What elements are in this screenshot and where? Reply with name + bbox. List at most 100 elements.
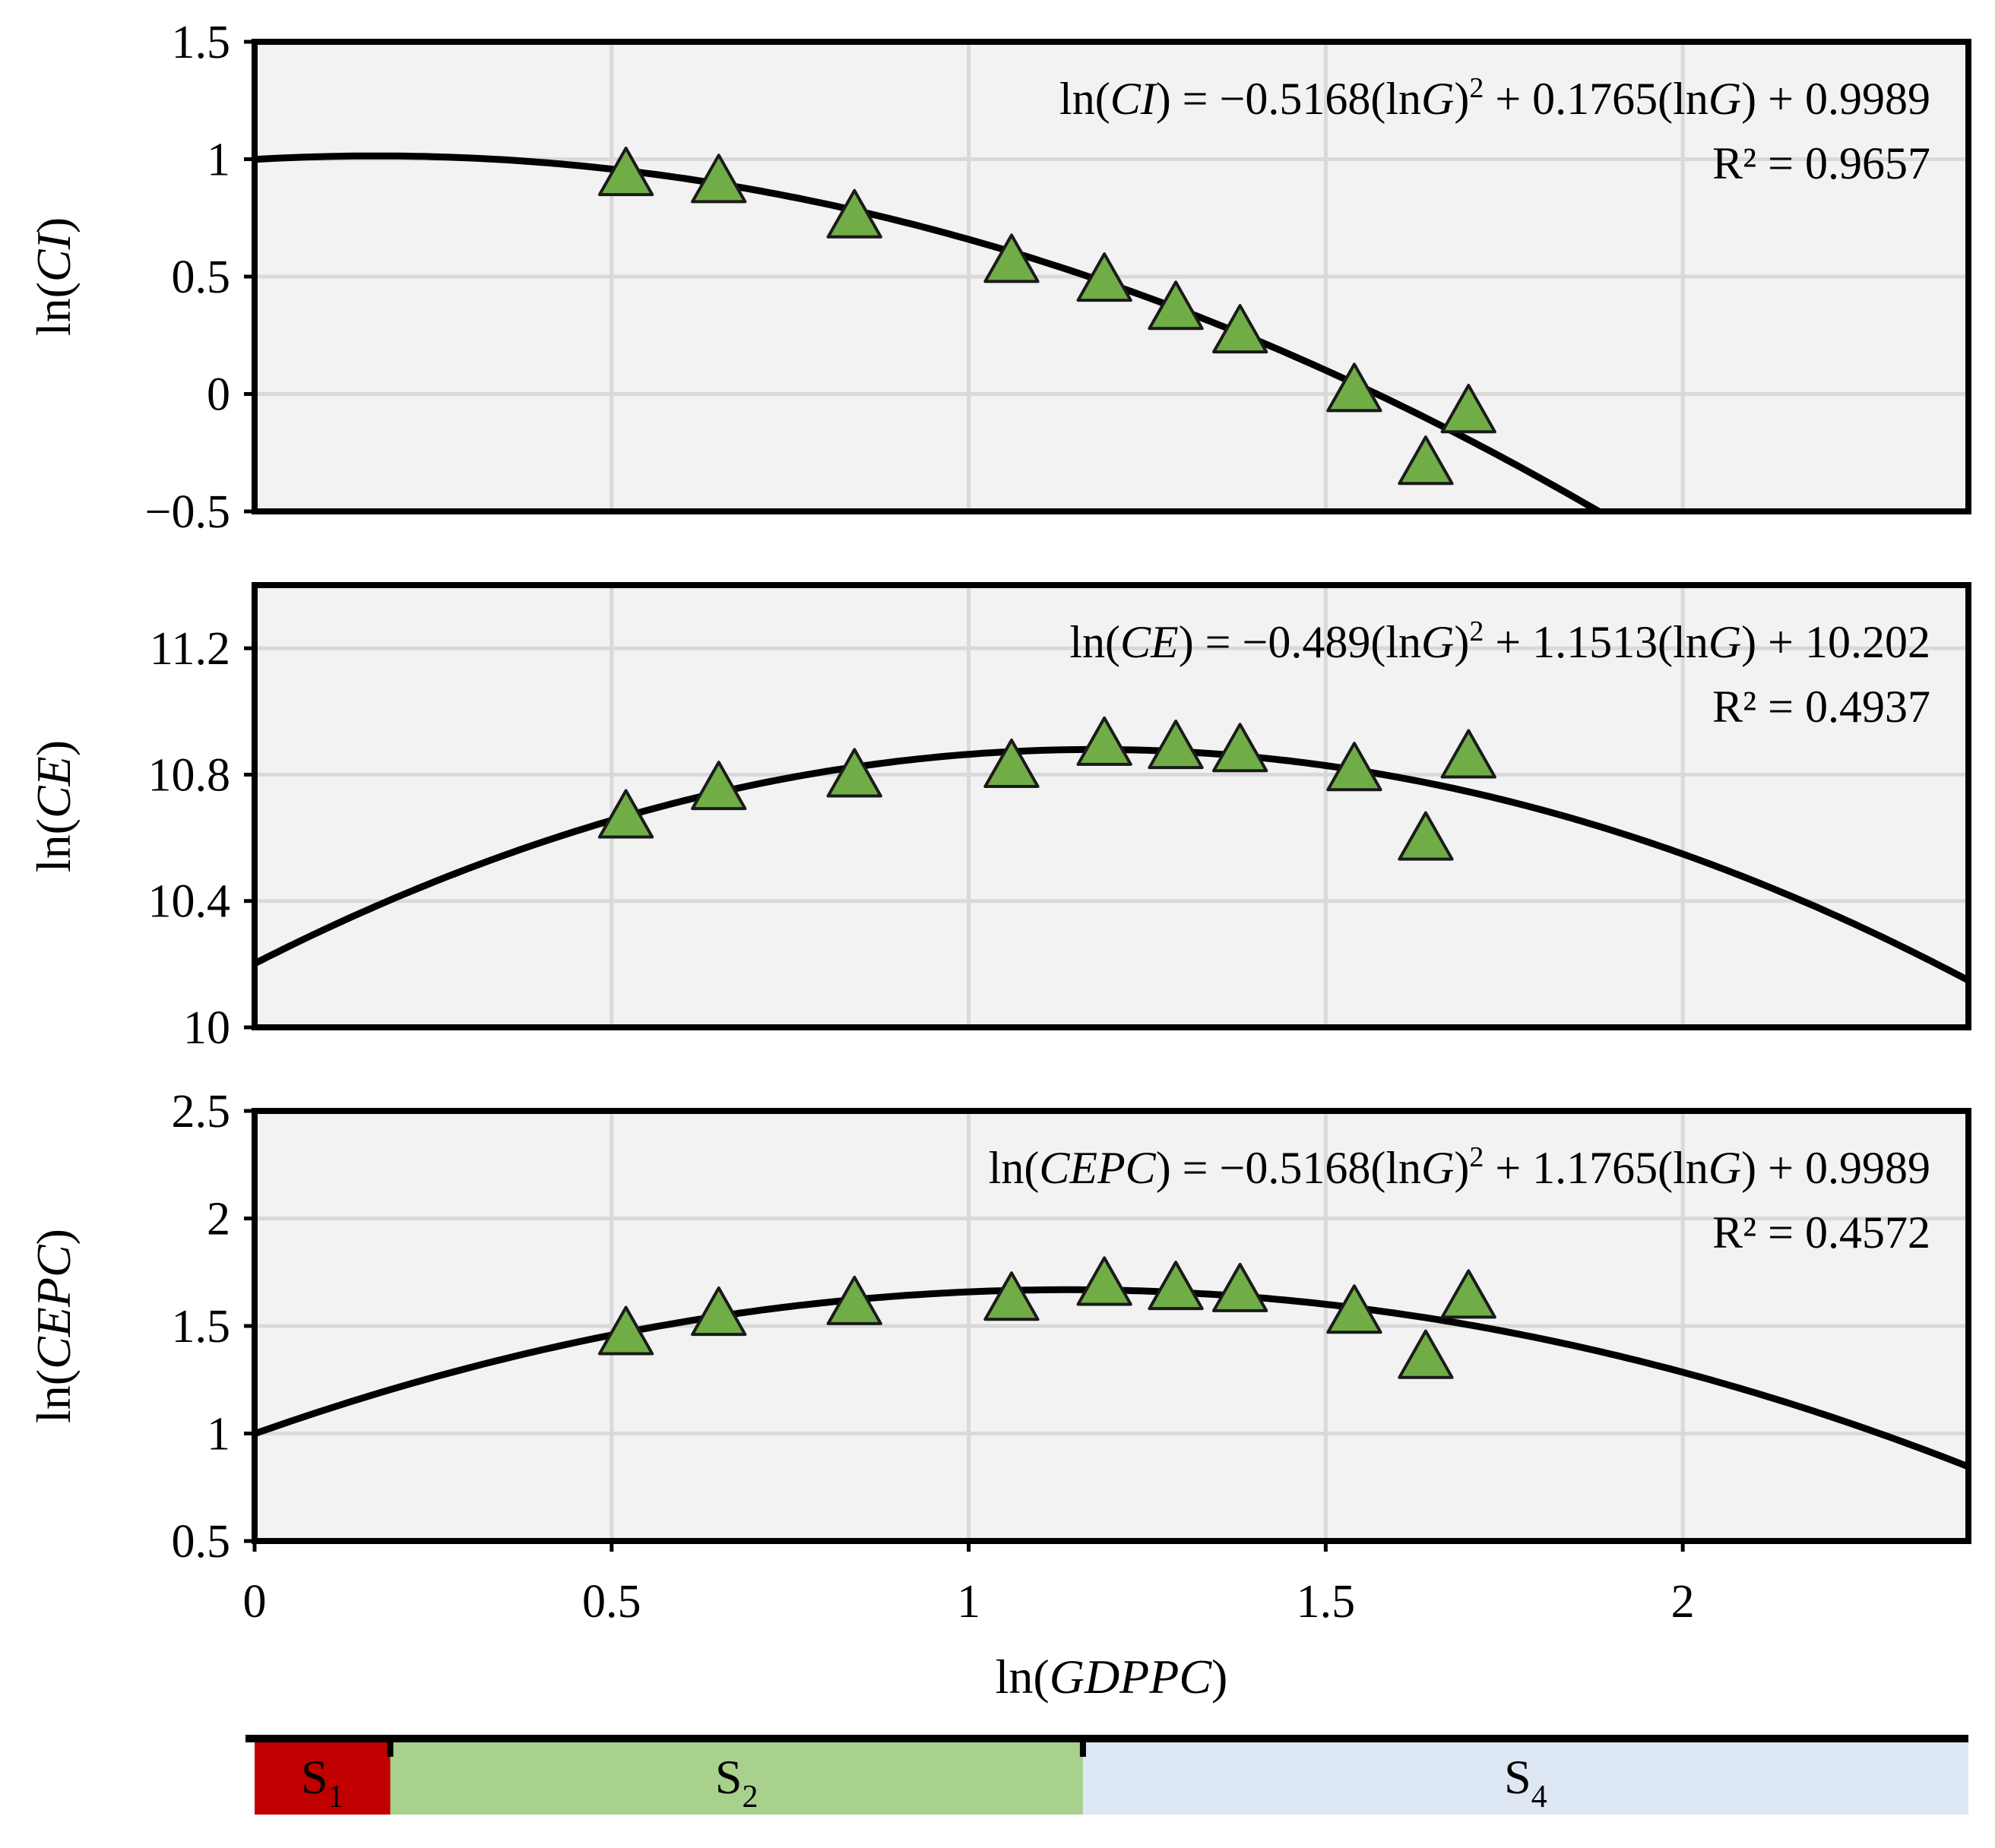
eq-g2: G	[1708, 1143, 1741, 1193]
ylabel-var: CEPC	[27, 1244, 81, 1369]
eq-exponent: 2	[1469, 1141, 1484, 1173]
x-tick-label: 1.5	[1297, 1576, 1356, 1628]
data-point-triangle	[1148, 280, 1204, 331]
y-tick-label: 0	[207, 369, 230, 421]
data-point-triangle	[1076, 1256, 1132, 1306]
ylabel-suffix: )	[27, 740, 81, 756]
stage-subscript: 2	[743, 1780, 758, 1815]
data-point-triangle	[1440, 729, 1496, 779]
data-point-triangle	[597, 1305, 654, 1356]
y-tick-label: 1	[207, 1409, 230, 1460]
stage-bar-1	[255, 1740, 391, 1815]
data-point-triangle	[691, 761, 747, 811]
r-squared: R² = 0.4572	[1712, 1207, 1930, 1258]
eq-var: CI	[1110, 74, 1158, 124]
data-point-triangle	[1326, 742, 1382, 792]
eq-g1: G	[1421, 617, 1454, 667]
data-point-triangle	[1212, 723, 1268, 773]
y-tick-label: 10.4	[148, 876, 231, 928]
eq-end: ) + 0.9989	[1741, 74, 1930, 124]
ylabel-var: CI	[27, 231, 81, 282]
y-tick-label: 0.5	[172, 252, 231, 303]
y-tick-label: 11.2	[150, 623, 230, 675]
ylabel-suffix: )	[27, 217, 81, 233]
ylabel-suffix: )	[27, 1229, 81, 1245]
eq-mid: ) = −0.5168(ln	[1156, 1143, 1421, 1193]
y-tick-label: 2	[207, 1194, 230, 1245]
eq-end: ) + 0.9989	[1741, 1143, 1930, 1193]
data-point-triangle	[1398, 435, 1454, 486]
eq-p1: )	[1454, 1143, 1469, 1193]
plot-frame	[252, 39, 1971, 514]
ylabel-prefix: ln(	[27, 282, 81, 336]
data-point-triangle	[826, 188, 882, 239]
eq-prefix: ln(	[989, 1143, 1040, 1193]
eq-p1: )	[1454, 74, 1469, 124]
eq-m2: + 0.1765(ln	[1484, 74, 1708, 124]
x-tick-label: 0.5	[582, 1576, 641, 1628]
r-squared: R² = 0.4937	[1712, 682, 1930, 732]
y-tick-label: 0.5	[172, 1516, 231, 1568]
plot-frame	[252, 1108, 1971, 1544]
stage-label: S1	[301, 1750, 344, 1815]
data-point-triangle	[1398, 811, 1454, 861]
data-point-triangle	[1326, 362, 1382, 413]
fit-equation: ln(CI) = −0.5168(lnG)2 + 0.1765(lnG) + 0…	[1059, 72, 1930, 124]
fit-equation: ln(CE) = −0.489(lnG)2 + 1.1513(lnG) + 10…	[1069, 615, 1930, 667]
fit-equation: ln(CEPC) = −0.5168(lnG)2 + 1.1765(lnG) +…	[989, 1141, 1930, 1193]
eq-g1: G	[1421, 74, 1454, 124]
data-point-triangle	[983, 739, 1040, 788]
ylabel-var: CE	[27, 756, 81, 818]
data-point-triangle	[826, 748, 882, 798]
eq-var: CE	[1120, 617, 1179, 667]
eq-var: CEPC	[1039, 1143, 1156, 1193]
data-point-triangle	[597, 147, 654, 197]
eq-end: ) + 10.202	[1741, 617, 1930, 667]
x-axis-label: ln(GDPPC)	[996, 1650, 1228, 1704]
data-point-triangle	[1212, 304, 1268, 354]
y-axis-label: ln(CE)	[27, 740, 81, 872]
data-point-triangle	[1148, 720, 1204, 770]
eq-g2: G	[1708, 74, 1741, 124]
x-tick-label: 0	[243, 1576, 267, 1628]
stage-letter: S	[715, 1750, 743, 1804]
y-tick-label: 1.5	[172, 17, 231, 68]
data-point-triangle	[691, 1286, 747, 1337]
y-axis-label: ln(CI)	[27, 217, 81, 336]
y-tick-label: 10.8	[148, 749, 231, 801]
eq-exponent: 2	[1469, 615, 1484, 647]
stage-subscript: 1	[328, 1780, 344, 1815]
y-tick-label: 1.5	[172, 1301, 231, 1353]
eq-g1: G	[1421, 1143, 1454, 1193]
data-point-triangle	[1212, 1262, 1268, 1312]
eq-exponent: 2	[1469, 72, 1484, 104]
eq-mid: ) = −0.489(ln	[1179, 617, 1421, 667]
data-point-triangle	[597, 789, 654, 839]
xlabel-var: GDPPC	[1050, 1650, 1213, 1704]
data-point-triangle	[1398, 1329, 1454, 1379]
stage-label: S4	[1504, 1750, 1547, 1815]
eq-m2: + 1.1513(ln	[1484, 617, 1708, 667]
data-point-triangle	[1076, 716, 1132, 766]
r-squared: R² = 0.9657	[1712, 138, 1930, 188]
xlabel-prefix: ln(	[996, 1650, 1050, 1704]
data-point-triangle	[1148, 1261, 1204, 1311]
y-tick-label: 1	[207, 134, 230, 186]
stage-letter: S	[301, 1750, 328, 1804]
eq-prefix: ln(	[1059, 74, 1110, 124]
panel-1: −0.500.511.5ln(CI) = −0.5168(lnG)2 + 0.1…	[27, 17, 1971, 538]
data-point-triangle	[1326, 1284, 1382, 1334]
panel-3: 0.5 1 1.5 2 2.5 ln(CEPC) = −0.5168(lnG)2 + 1.…	[27, 1086, 1971, 1568]
plot-frame	[252, 582, 1971, 1030]
eq-mid: ) = −0.5168(ln	[1156, 74, 1421, 124]
stage-letter: S	[1504, 1750, 1531, 1804]
x-tick-label: 2	[1671, 1576, 1695, 1628]
y-tick-label: 2.5	[172, 1086, 231, 1138]
y-axis-label: ln(CEPC)	[27, 1229, 81, 1423]
ylabel-prefix: ln(	[27, 818, 81, 872]
data-point-triangle	[826, 1275, 882, 1325]
stage-subscript: 4	[1531, 1780, 1547, 1815]
stage-bar-2	[390, 1740, 1083, 1815]
